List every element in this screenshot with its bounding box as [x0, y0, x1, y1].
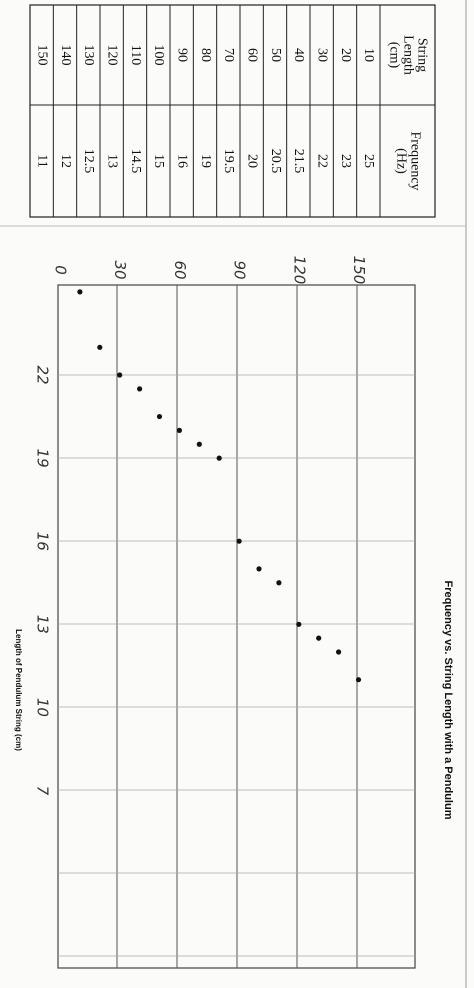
table-cell: 120 — [104, 45, 119, 66]
table-cell: 23 — [338, 154, 353, 168]
handwritten-tick: 60 — [171, 260, 189, 279]
table-cell: 19 — [198, 154, 213, 168]
handwritten-tick: 10 — [34, 698, 52, 717]
header-cell: (Hz) — [393, 148, 408, 174]
header-cell: Frequency — [407, 131, 422, 190]
axis-label: Length of Pendulum String (cm) — [14, 629, 23, 751]
plotted-point — [316, 635, 322, 641]
handwritten-tick: 120 — [290, 256, 308, 285]
table-cell: 30 — [314, 48, 329, 62]
plotted-point — [276, 580, 282, 586]
table-cell: 130 — [81, 45, 96, 66]
plotted-point — [77, 289, 83, 295]
table-cell: 50 — [268, 48, 283, 62]
table-cell: 16 — [174, 154, 189, 168]
graph: Frequency vs. String Length with a Pendu… — [14, 256, 454, 969]
table-cell: 140 — [58, 45, 73, 66]
table-cell: 15 — [151, 154, 166, 168]
table-cell: 40 — [291, 48, 306, 62]
plotted-point — [355, 677, 362, 683]
handwritten-tick: 150 — [350, 256, 368, 285]
handwritten-tick: 16 — [34, 532, 52, 551]
graph-title: Frequency vs. String Length with a Pendu… — [442, 581, 454, 820]
handwritten-tick: 0 — [52, 265, 70, 275]
table-cell: 80 — [198, 48, 213, 62]
plotted-point — [117, 372, 123, 378]
header-cell: Length — [400, 35, 415, 75]
table-cell: 14.5 — [128, 149, 143, 174]
table-border — [29, 4, 436, 218]
table-cell: 10 — [361, 48, 376, 62]
plotted-point — [236, 538, 242, 544]
table-cell: 25 — [361, 154, 376, 168]
plotted-point — [336, 649, 342, 655]
table-cell: 60 — [244, 48, 259, 62]
plotted-point — [196, 441, 202, 447]
handwritten-tick: 13 — [34, 615, 52, 634]
header-cell: (cm) — [386, 42, 401, 69]
plotted-point — [97, 344, 103, 350]
table-cell: 19.5 — [221, 149, 236, 174]
plotted-point — [256, 566, 262, 572]
table-cell: 13 — [104, 154, 119, 168]
plotted-point — [156, 413, 163, 420]
table-cell: 100 — [151, 45, 166, 66]
table-cell: 11 — [34, 154, 49, 167]
table-cell: 12 — [58, 154, 73, 168]
handwritten-tick: 7 — [34, 786, 52, 796]
table-cell: 20 — [244, 154, 259, 168]
table-cell: 12.5 — [81, 149, 96, 174]
plotted-point — [176, 427, 182, 433]
table-cell: 110 — [128, 45, 143, 65]
plotted-point — [216, 455, 222, 461]
plotted-point — [296, 621, 302, 627]
table-cell: 20 — [338, 48, 353, 62]
table-cell: 22 — [314, 154, 329, 168]
handwritten-tick: 90 — [231, 260, 249, 279]
handwritten-tick: 22 — [34, 365, 52, 384]
table-cell: 90 — [174, 48, 189, 62]
table-cell: 20.5 — [268, 149, 283, 174]
table-cell: 21.5 — [291, 149, 306, 174]
handwritten-tick: 19 — [34, 449, 52, 468]
table-cell: 150 — [34, 45, 49, 66]
plotted-point — [137, 386, 143, 392]
header-cell: String — [414, 38, 429, 72]
handwritten-tick: 30 — [111, 260, 129, 279]
table-cell: 70 — [221, 48, 236, 62]
